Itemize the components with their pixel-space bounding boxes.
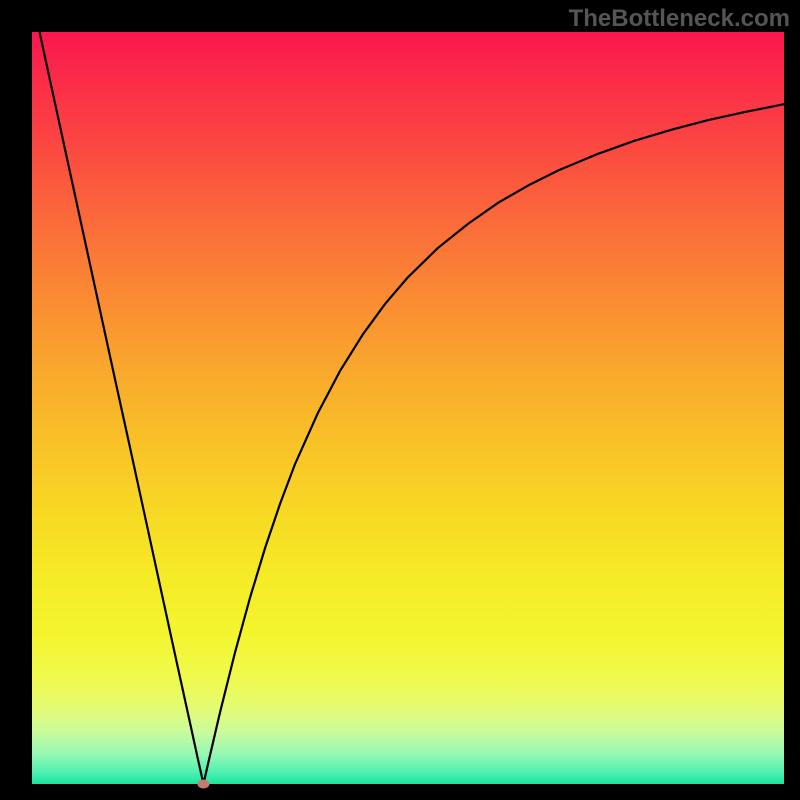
chart-wrapper: TheBottleneck.com — [0, 0, 800, 800]
plot-area — [32, 32, 784, 784]
watermark-text: TheBottleneck.com — [569, 5, 790, 33]
